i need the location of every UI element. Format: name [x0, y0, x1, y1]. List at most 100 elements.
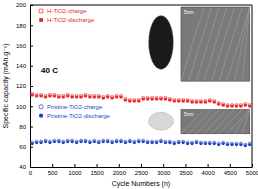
marker [97, 96, 100, 99]
marker [106, 96, 109, 99]
marker [204, 142, 207, 145]
powder-photo [145, 7, 176, 78]
marker [191, 101, 194, 104]
y-tick-mark [30, 5, 33, 6]
y-tick-mark [30, 106, 33, 107]
marker [222, 142, 225, 145]
y-tick: 180 [16, 23, 33, 29]
marker [248, 143, 251, 146]
x-axis: 0500100015002000250030003500400045005000 [29, 164, 258, 176]
x-tick: 2000 [113, 164, 127, 176]
marker [182, 141, 185, 144]
marker [133, 141, 136, 144]
marker [142, 140, 145, 143]
legend-label: Pristine-TiO2-discharge [47, 113, 110, 119]
marker [115, 96, 118, 99]
x-tick-mark [97, 164, 98, 167]
legend: H-TiO2-chargeH-TiO2-dischargePristine-Ti… [39, 8, 111, 119]
marker [93, 96, 96, 99]
marker [177, 100, 180, 103]
plot-frame [252, 5, 253, 167]
insets: 5nm5nm [145, 7, 249, 134]
x-tick: 4000 [201, 164, 215, 176]
y-tick-mark [30, 167, 33, 168]
marker [128, 140, 131, 143]
lattice-fringe [227, 109, 250, 133]
marker [53, 140, 56, 143]
x-tick-mark [252, 164, 253, 167]
x-tick-mark [185, 164, 186, 167]
marker [102, 97, 105, 100]
marker [31, 94, 34, 97]
marker [168, 141, 171, 144]
lattice-fringe [219, 7, 242, 81]
x-tick: 4500 [224, 164, 238, 176]
lattice-fringe [212, 7, 235, 81]
marker [97, 141, 100, 144]
marker [111, 97, 114, 100]
marker [222, 104, 225, 107]
marker [164, 98, 167, 101]
marker [235, 105, 238, 108]
marker [151, 98, 154, 101]
y-tick-label: 60 [19, 144, 26, 150]
lattice-fringe [227, 7, 250, 81]
marker [217, 143, 220, 146]
plot-frame [30, 5, 252, 6]
marker [44, 140, 47, 143]
x-tick: 5000 [246, 164, 258, 176]
marker [151, 141, 154, 144]
x-tick-mark [163, 164, 164, 167]
x-tick: 1500 [90, 164, 104, 176]
x-tick-mark [74, 164, 75, 167]
x-tick-label: 3500 [179, 170, 193, 176]
lattice-fringe [204, 7, 227, 81]
marker [133, 100, 136, 103]
y-tick: 100 [16, 104, 33, 110]
marker [217, 103, 220, 106]
marker [169, 99, 172, 102]
marker [226, 143, 229, 146]
x-tick-label: 5000 [246, 170, 258, 176]
x-axis-title: Cycle Numbers (n) [112, 180, 170, 188]
marker [40, 95, 43, 98]
marker [53, 95, 56, 98]
marker [48, 141, 51, 144]
marker [115, 140, 118, 143]
x-tick-label: 4000 [201, 170, 215, 176]
marker [200, 101, 203, 104]
marker [208, 142, 211, 145]
scale-label: 5nm [184, 111, 194, 117]
marker [84, 140, 87, 143]
marker [80, 140, 83, 143]
marker [146, 141, 149, 144]
marker [159, 140, 162, 143]
marker [240, 105, 243, 108]
tem-image [181, 7, 250, 81]
marker [129, 100, 132, 103]
lattice-fringe [242, 7, 250, 81]
marker [231, 143, 234, 146]
marker [155, 141, 158, 144]
marker [62, 96, 65, 99]
series [31, 140, 252, 147]
marker [75, 141, 78, 144]
marker [146, 98, 149, 101]
marker [80, 96, 83, 99]
marker [186, 142, 189, 145]
marker [173, 142, 176, 145]
y-axis: 406080100120140160180200 [16, 2, 33, 170]
y-tick-label: 180 [16, 23, 27, 29]
y-tick: 120 [16, 83, 33, 89]
lattice-fringe [234, 109, 249, 133]
legend-entry: Pristine-TiO2-charge [39, 104, 103, 110]
y-tick-label: 140 [16, 63, 27, 69]
series [31, 139, 252, 146]
marker [195, 141, 198, 144]
legend-symbol [39, 114, 43, 118]
chart: 0500100015002000250030003500400045005000… [0, 0, 258, 189]
marker [93, 140, 96, 143]
y-tick-label: 80 [19, 124, 26, 130]
y-tick: 40 [19, 164, 33, 170]
x-tick-label: 0 [29, 170, 33, 176]
